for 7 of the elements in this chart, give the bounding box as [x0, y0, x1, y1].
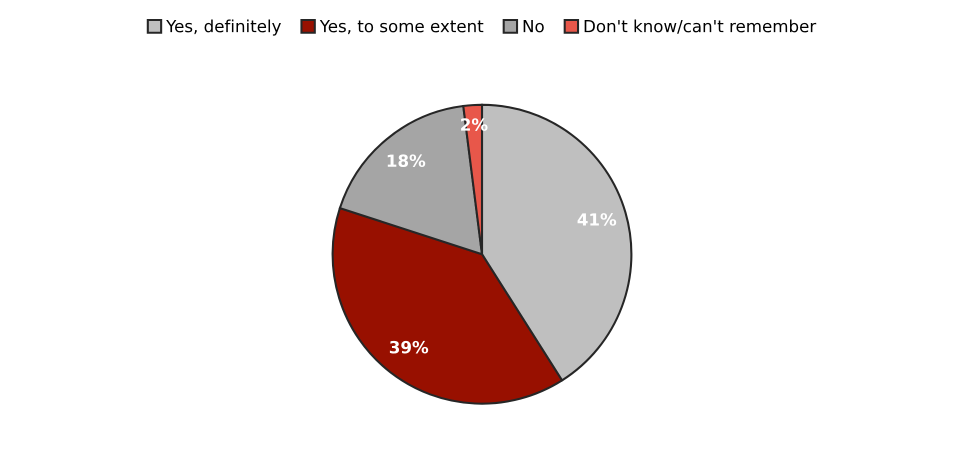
legend-label: Yes, to some extent — [320, 20, 484, 34]
legend-label: Don't know/can't remember — [584, 20, 816, 34]
legend-label: Yes, definitely — [166, 20, 281, 36]
data-label: 41% — [578, 213, 616, 226]
data-label: 39% — [390, 340, 428, 354]
data-label: 18% — [388, 154, 426, 167]
legend-label: No — [524, 20, 544, 32]
